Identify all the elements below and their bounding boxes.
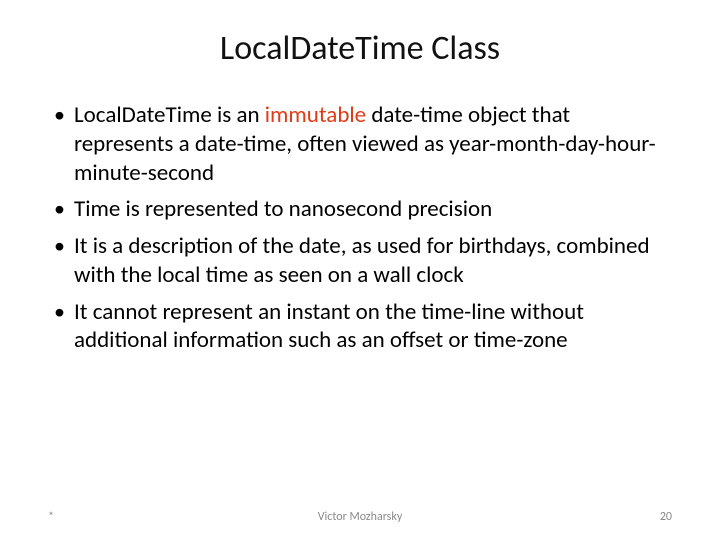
list-item: It cannot represent an instant on the ti… [48, 298, 672, 356]
bullet-text-pre: Time is represented to nanosecond precis… [74, 195, 492, 223]
list-item: Time is represented to nanosecond precis… [48, 195, 672, 224]
slide-title: LocalDateTime Class [48, 28, 672, 69]
bullet-text-highlight: immutable [265, 101, 366, 129]
list-item: It is a description of the date, as used… [48, 232, 672, 290]
bullet-text-pre: It is a description of the date, as used… [74, 232, 650, 289]
slide-number: 20 [660, 510, 672, 524]
footer-author: Victor Mozharsky [0, 510, 720, 524]
list-item: LocalDateTime is an immutable date-time … [48, 101, 672, 187]
bullet-text-pre: LocalDateTime is an [74, 101, 265, 129]
bullet-text-pre: It cannot represent an instant on the ti… [74, 298, 584, 355]
bullet-list: LocalDateTime is an immutable date-time … [48, 101, 672, 355]
